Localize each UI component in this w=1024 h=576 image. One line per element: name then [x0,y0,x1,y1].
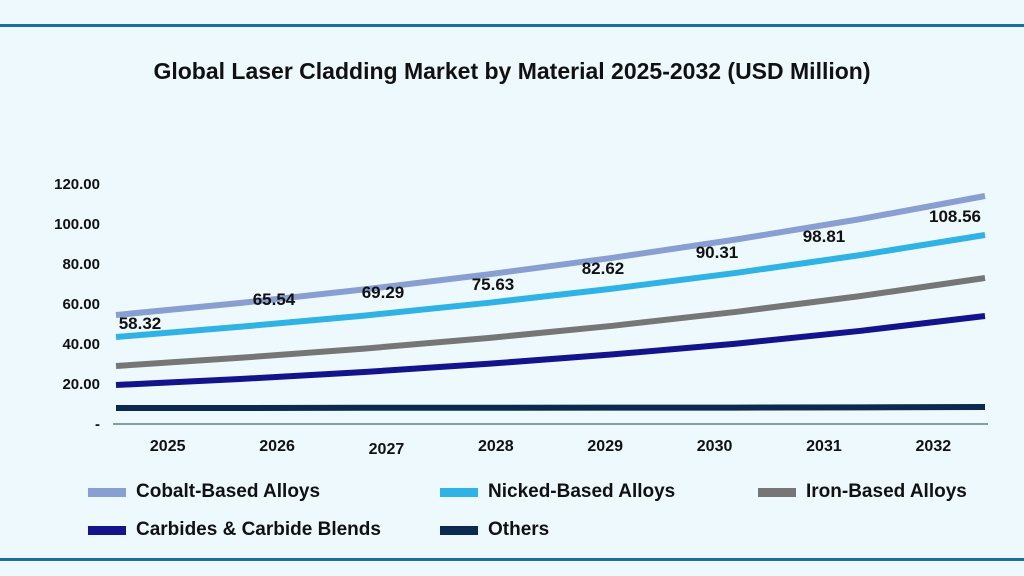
legend-label: Iron-Based Alloys [806,481,967,502]
series-line-others [116,404,986,411]
legend-swatch [440,525,478,535]
bottom-border [0,558,1024,561]
x-tick-label: 2029 [587,438,623,455]
data-label: 98.81 [803,227,846,246]
legend-item-carbides: Carbides & Carbide Blends [88,519,381,541]
legend-label: Nicked-Based Alloys [488,481,676,502]
legend-label: Carbides & Carbide Blends [136,519,381,540]
y-tick-label: 60.00 [62,296,100,313]
legend-swatch [440,487,478,497]
x-tick-label: 2031 [806,438,842,455]
data-label: 75.63 [472,275,515,294]
data-label: 69.29 [362,283,405,302]
legend-item-others: Others [440,519,549,541]
legend-item-iron: Iron-Based Alloys [758,481,967,503]
x-tick-label: 2030 [697,438,733,455]
series-line-cobalt-based-alloys [115,193,986,318]
legend-label: Cobalt-Based Alloys [136,481,321,502]
x-tick-label: 2027 [369,441,405,458]
x-tick-label: 2032 [916,438,952,455]
series-line-iron-based-alloys [115,275,986,369]
legend-swatch [88,525,126,535]
legend-label: Others [488,519,550,540]
y-tick-label: 120.00 [54,176,100,193]
y-tick-label: - [95,416,100,433]
legend-item-nicked: Nicked-Based Alloys [440,481,675,503]
x-tick-label: 2026 [259,438,295,455]
data-label: 82.62 [582,259,625,278]
series-line-nicked-based-alloys [115,232,986,340]
y-tick-label: 80.00 [62,256,100,273]
x-tick-label: 2028 [478,438,514,455]
y-tick-label: 40.00 [62,336,100,353]
y-tick-label: 100.00 [54,216,100,233]
data-label: 58.32 [119,314,162,333]
chart-title: Global Laser Cladding Market by Material… [153,58,871,84]
legend-swatch [88,487,126,497]
x-tick-label: 2025 [150,438,186,455]
top-border [0,24,1024,27]
data-label: 108.56 [929,207,981,226]
series-line-carbides-carbide-blends [115,313,986,388]
legend-swatch [758,487,796,497]
data-label: 65.54 [253,290,296,309]
data-label: 90.31 [696,243,739,262]
y-tick-label: 20.00 [62,376,100,393]
legend-item-cobalt: Cobalt-Based Alloys [88,481,320,503]
